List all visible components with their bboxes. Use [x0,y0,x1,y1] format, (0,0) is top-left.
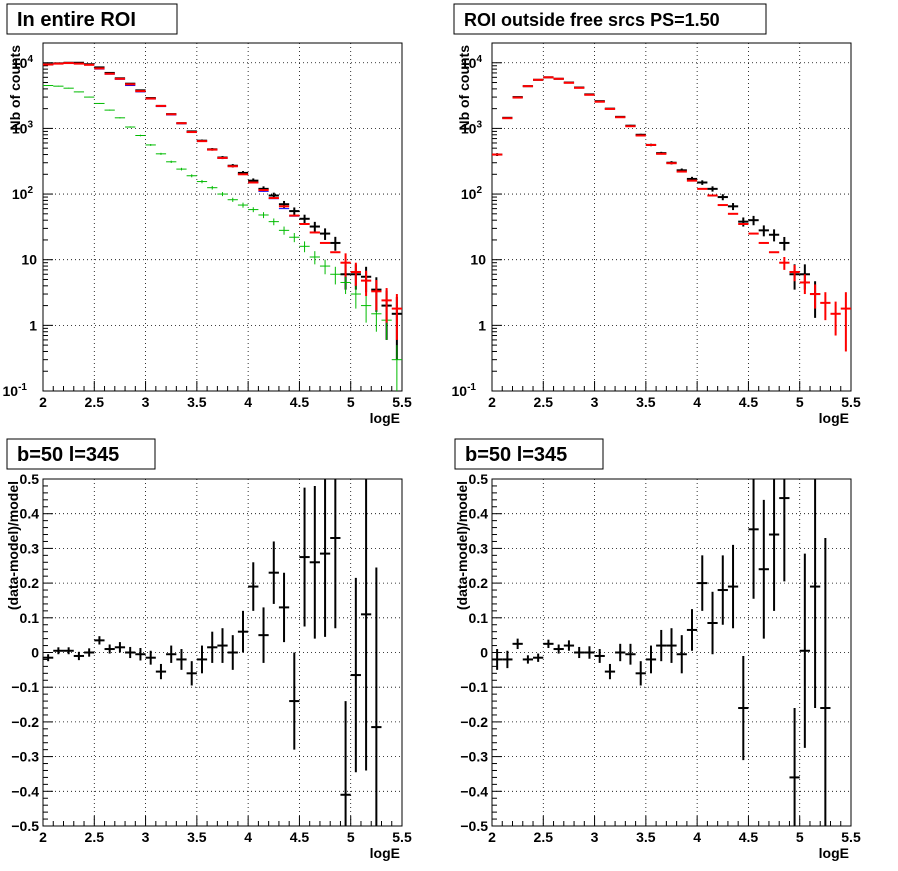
y-tick-label: 0.1 [469,610,489,626]
y-tick-label: −0.2 [460,714,488,730]
x-tick-label: 3 [142,829,150,845]
panel-title: b=50 l=345 [17,444,119,466]
y-tick-label: 0.4 [469,506,489,522]
panel-title-box [454,438,604,470]
y-tick-label: 104 [461,54,483,71]
x-tick-label: 4 [693,829,701,845]
y-tick-label: 0.5 [469,471,489,487]
x-tick-label: 3.5 [187,394,207,410]
x-tick-label: 3 [591,394,599,410]
x-tick-label: 4 [244,829,252,845]
plot-panel-2: ROI outside free srcs PS=1.50 2 2.5 3 3.5 4 4.… [452,3,861,426]
series-layer [492,479,831,826]
y-tick-label: 104 [12,54,34,71]
x-tick-label: 3 [591,829,599,845]
y-tick-label: −0.3 [11,749,39,765]
x-axis-title: logE [819,845,849,861]
x-tick-label: 2.5 [534,829,554,845]
x-tick-label: 2.5 [85,394,105,410]
x-tick-label: 5 [347,394,355,410]
series-layer [492,76,851,352]
y-axis-title: Nb of counts [456,45,472,131]
plot-panel-3: b=50 l=345 2 2.5 3 3.5 4 4.5 5 5.5 −0.5 −0.4 −0.3 −0… [5,438,412,861]
y-tick-label: 103 [12,119,34,136]
x-tick-label: 3.5 [187,829,207,845]
y-tick-label: 0.3 [20,540,40,556]
y-tick-label: 1 [29,317,37,333]
y-tick-label: −0.1 [460,679,488,695]
x-tick-label: 4 [244,394,252,410]
plot-panel-4: b=50 l=345 2 2.5 3 3.5 4 4.5 5 5.5 −0.5 −0.4 −0.3 −0… [454,438,861,861]
y-tick-label: 102 [461,185,483,202]
y-tick-label: 1 [478,317,486,333]
x-axis-title: logE [370,410,400,426]
y-tick-label: −0.1 [11,679,39,695]
y-tick-label: −0.2 [11,714,39,730]
series-layer [43,479,382,826]
panel-title-box [6,3,178,35]
y-tick-label: 0.4 [20,506,40,522]
y-tick-label: 10-1 [3,382,28,399]
y-tick-label: 102 [12,185,34,202]
y-tick-label: −0.3 [460,749,488,765]
x-tick-label: 2 [488,829,496,845]
x-tick-label: 5 [347,829,355,845]
y-tick-label: −0.5 [11,818,39,834]
series-layer [43,61,402,391]
y-tick-label: 0 [31,645,39,661]
x-tick-label: 5.5 [841,829,861,845]
x-tick-label: 5.5 [392,829,412,845]
x-tick-label: 5.5 [841,394,861,410]
y-tick-label: −0.4 [460,783,488,799]
y-tick-label: 0 [480,645,488,661]
panel-title: b=50 l=345 [465,444,567,466]
plot-panel-1: In entire ROI 2 2.5 3 3.5 4 4.5 5 5.5 10-1 1 10 102 1… [3,3,412,426]
y-tick-label: 0.5 [20,471,40,487]
y-tick-label: 10 [470,252,486,268]
x-tick-label: 5.5 [392,394,412,410]
x-tick-label: 3 [142,394,150,410]
x-axis-title: logE [370,845,400,861]
y-tick-label: 0.2 [469,575,489,591]
x-tick-label: 4.5 [739,394,759,410]
y-tick-label: 10 [21,252,37,268]
x-tick-label: 2 [39,394,47,410]
x-tick-label: 2.5 [534,394,554,410]
panel-title: In entire ROI [17,9,136,31]
panel-title-box [6,438,156,470]
y-axis-title: Nb of counts [7,45,23,131]
x-tick-label: 2 [488,394,496,410]
x-tick-label: 4.5 [739,829,759,845]
x-tick-label: 4 [693,394,701,410]
x-axis-title: logE [819,410,849,426]
y-tick-label: 10-1 [452,382,477,399]
y-tick-label: −0.4 [11,783,39,799]
x-tick-label: 2 [39,829,47,845]
y-axis-title: (data-model)/model [5,481,21,610]
y-tick-label: 103 [461,119,483,136]
x-tick-label: 4.5 [290,829,310,845]
x-tick-label: 2.5 [85,829,105,845]
panel-title: ROI outside free srcs PS=1.50 [464,10,720,30]
y-tick-label: 0.3 [469,540,489,556]
x-tick-label: 5 [796,829,804,845]
y-tick-label: 0.1 [20,610,40,626]
y-axis-title: (data-model)/model [454,481,470,610]
panel-title-box [453,3,767,35]
y-tick-label: 0.2 [20,575,40,591]
plot-frame [491,42,852,392]
x-tick-label: 3.5 [636,829,656,845]
x-tick-label: 3.5 [636,394,656,410]
y-tick-label: −0.5 [460,818,488,834]
x-tick-label: 5 [796,394,804,410]
plot-frame [42,42,403,392]
x-tick-label: 4.5 [290,394,310,410]
